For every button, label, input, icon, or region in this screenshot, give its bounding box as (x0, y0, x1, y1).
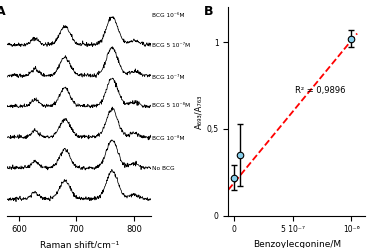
Point (231, 176, 237, 180)
Text: BCG 5 10⁻⁸M: BCG 5 10⁻⁸M (152, 103, 190, 108)
Y-axis label: A₆₉₃/A₇₆₃: A₆₉₃/A₇₆₃ (195, 94, 204, 129)
Text: No BCG: No BCG (152, 166, 175, 171)
Text: R² = 0,9896: R² = 0,9896 (295, 86, 346, 95)
Text: B: B (204, 5, 213, 18)
Point (348, 37, 354, 41)
X-axis label: Benzoylecgonine/M: Benzoylecgonine/M (253, 240, 341, 248)
Text: BCG 10⁻⁸M: BCG 10⁻⁸M (152, 136, 185, 141)
Text: A: A (0, 5, 6, 18)
Point (237, 153, 243, 157)
Text: BCG 10⁻⁶M: BCG 10⁻⁶M (152, 13, 185, 18)
X-axis label: Raman shift/cm⁻¹: Raman shift/cm⁻¹ (39, 240, 119, 248)
Text: BCG 5 10⁻⁷M: BCG 5 10⁻⁷M (152, 43, 190, 48)
Text: BCG 10⁻⁷M: BCG 10⁻⁷M (152, 74, 185, 80)
